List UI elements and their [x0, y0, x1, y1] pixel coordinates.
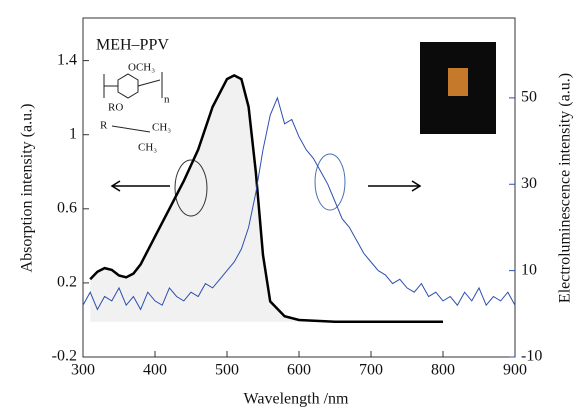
- line: [82, 96, 516, 311]
- arrows: [110, 180, 422, 192]
- benzene-ring: [117, 73, 139, 99]
- y2-tick-label: -10: [521, 348, 542, 365]
- annotation: MEH–PPV: [96, 37, 169, 54]
- x-tick-label: 900: [503, 362, 527, 379]
- y2-tick-label: 50: [521, 89, 537, 106]
- arrow-head: [110, 180, 121, 192]
- y-tick-label: 1.4: [57, 51, 77, 68]
- structure-label: R: [100, 120, 108, 132]
- y-tick-label: 0.6: [57, 199, 77, 216]
- y-axis-label: Absorption intensity (a.u.): [19, 104, 36, 273]
- structure-label: RO: [108, 102, 123, 114]
- bond: [137, 79, 161, 87]
- structure-label: OCH₃: [128, 62, 155, 74]
- structure-label: n: [164, 94, 170, 106]
- highlight-ellipse: [314, 153, 346, 211]
- y2-tick-label: 10: [521, 261, 537, 278]
- structure-label: CH₃: [138, 142, 157, 154]
- y2-axis-label: Electroluminescence intensity (a.u.): [557, 73, 574, 303]
- x-tick-label: 500: [215, 362, 239, 379]
- highlight-ellipse: [174, 159, 208, 217]
- x-tick-label: 300: [71, 362, 95, 379]
- y-tick-label: 0.2: [57, 274, 77, 291]
- x-tick-label: 700: [359, 362, 383, 379]
- y2-tick-label: 30: [521, 175, 537, 192]
- structure-label: CH₃: [152, 122, 171, 134]
- x-tick-label: 800: [431, 362, 455, 379]
- x-axis-label: Wavelength /nm: [244, 391, 349, 408]
- y-tick-label: -0.2: [52, 348, 77, 365]
- arrow-head: [411, 180, 422, 192]
- y-tick-label: 1: [69, 125, 77, 142]
- line: [89, 73, 443, 324]
- structure: [103, 72, 163, 133]
- area: [90, 75, 443, 322]
- inset-device: [448, 68, 468, 96]
- x-tick-label: 400: [143, 362, 167, 379]
- x-tick-label: 600: [287, 362, 311, 379]
- chain: [111, 125, 151, 133]
